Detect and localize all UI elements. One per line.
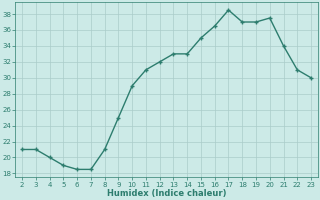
X-axis label: Humidex (Indice chaleur): Humidex (Indice chaleur) xyxy=(107,189,226,198)
